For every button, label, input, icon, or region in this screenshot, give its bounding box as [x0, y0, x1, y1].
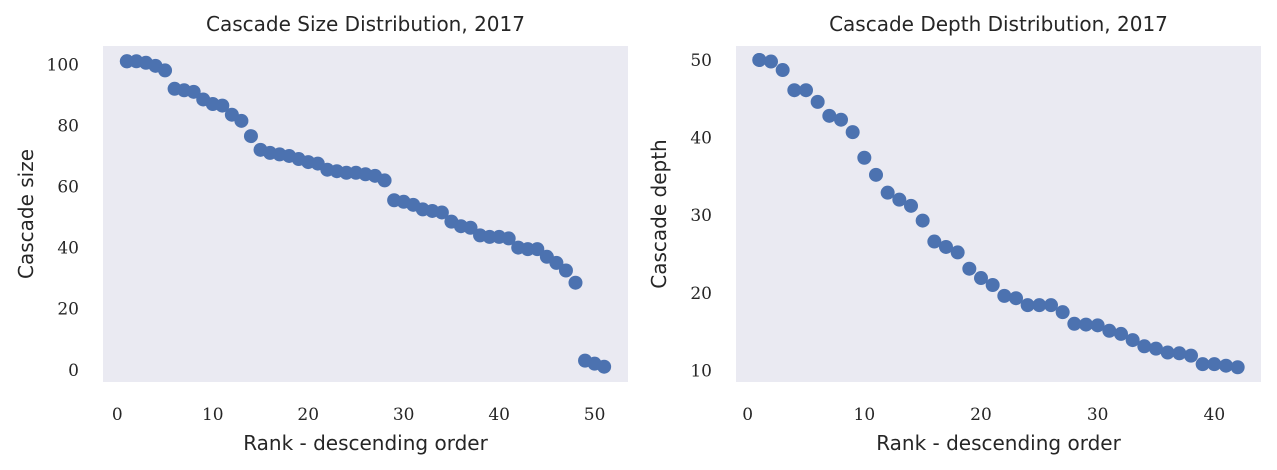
y-tick-label: 20 — [57, 300, 79, 320]
data-point — [985, 278, 1000, 293]
data-point — [1044, 298, 1058, 313]
x-tick-labels: 0 10 20 30 40 — [742, 405, 1225, 425]
data-point — [880, 185, 895, 200]
data-point — [1184, 348, 1198, 363]
data-point — [1230, 360, 1245, 375]
y-tick-label: 30 — [690, 206, 712, 226]
data-point — [799, 83, 813, 98]
data-point — [775, 63, 790, 78]
data-point — [234, 113, 249, 128]
y-tick-label: 10 — [690, 361, 712, 381]
x-tick-labels: 0 10 20 30 40 50 — [112, 405, 606, 425]
chart-title: Cascade Size Distribution, 2017 — [206, 12, 525, 36]
data-point — [434, 205, 449, 220]
data-point — [186, 84, 201, 99]
data-point — [215, 98, 230, 113]
y-tick-labels: 0 20 40 60 80 100 — [47, 55, 79, 380]
x-axis-label: Rank - descending order — [243, 431, 488, 455]
data-point — [869, 167, 883, 182]
data-point — [764, 54, 778, 69]
data-point — [1195, 357, 1210, 372]
data-point — [997, 288, 1012, 303]
x-tick-label: 50 — [584, 405, 606, 425]
data-point — [1207, 357, 1222, 372]
y-tick-label: 50 — [690, 51, 712, 71]
x-tick-label: 20 — [297, 405, 319, 425]
data-point — [568, 275, 583, 290]
data-point — [857, 150, 872, 165]
y-tick-label: 40 — [57, 239, 79, 259]
data-point — [1172, 346, 1187, 361]
x-tick-label: 30 — [393, 405, 415, 425]
data-point — [834, 112, 848, 127]
data-point — [1090, 318, 1105, 333]
data-point — [752, 52, 767, 67]
depth-distribution-panel: Cascade Depth Distribution, 2017 Rank - … — [647, 12, 1261, 455]
x-axis-label: Rank - descending order — [876, 431, 1121, 455]
data-point — [822, 108, 837, 123]
data-point — [1055, 305, 1070, 320]
data-point — [1114, 326, 1128, 341]
y-tick-label: 60 — [57, 178, 79, 198]
data-point — [845, 125, 860, 140]
data-point — [974, 271, 988, 286]
x-tick-label: 20 — [970, 405, 992, 425]
data-point — [1149, 341, 1163, 356]
x-tick-label: 30 — [1087, 405, 1109, 425]
data-point — [1125, 333, 1140, 348]
x-tick-label: 40 — [488, 405, 510, 425]
y-tick-label: 40 — [690, 129, 712, 149]
data-point — [158, 63, 173, 78]
data-point — [243, 129, 258, 144]
data-point — [1020, 298, 1035, 313]
data-point — [1102, 323, 1117, 338]
data-point — [810, 94, 825, 109]
data-point — [1219, 358, 1233, 373]
data-point — [787, 83, 802, 98]
data-point — [377, 173, 392, 188]
data-point — [558, 263, 573, 278]
data-point — [927, 234, 942, 249]
data-point — [1009, 291, 1023, 306]
data-point — [1067, 316, 1082, 331]
data-points — [752, 52, 1245, 375]
y-tick-label: 20 — [690, 284, 712, 304]
data-point — [962, 261, 977, 276]
x-tick-label: 10 — [854, 405, 876, 425]
x-tick-label: 40 — [1204, 405, 1226, 425]
data-point — [1032, 298, 1047, 313]
size-distribution-panel: Cascade Size Distribution, 2017 Rank - d… — [14, 12, 628, 455]
plot-area — [103, 46, 628, 382]
data-point — [1160, 345, 1175, 360]
data-point — [915, 213, 930, 228]
data-point — [597, 359, 612, 374]
x-tick-label: 10 — [202, 405, 224, 425]
x-tick-label: 0 — [112, 405, 123, 425]
data-point — [892, 192, 907, 207]
data-point — [1079, 317, 1093, 332]
y-tick-label: 0 — [68, 361, 79, 381]
data-points — [119, 54, 612, 374]
data-point — [530, 242, 545, 257]
y-axis-label: Cascade size — [14, 149, 38, 279]
data-point — [904, 198, 918, 213]
data-point — [463, 220, 478, 235]
data-point — [1137, 339, 1152, 354]
x-tick-label: 0 — [742, 405, 753, 425]
y-tick-labels: 10 20 30 40 50 — [690, 51, 712, 381]
y-axis-label: Cascade depth — [647, 139, 671, 288]
data-point — [939, 239, 953, 254]
chart-title: Cascade Depth Distribution, 2017 — [829, 12, 1168, 36]
data-point — [501, 231, 516, 246]
data-point — [950, 245, 965, 260]
data-point — [549, 255, 564, 270]
y-tick-label: 100 — [47, 55, 79, 75]
y-tick-label: 80 — [57, 116, 79, 136]
